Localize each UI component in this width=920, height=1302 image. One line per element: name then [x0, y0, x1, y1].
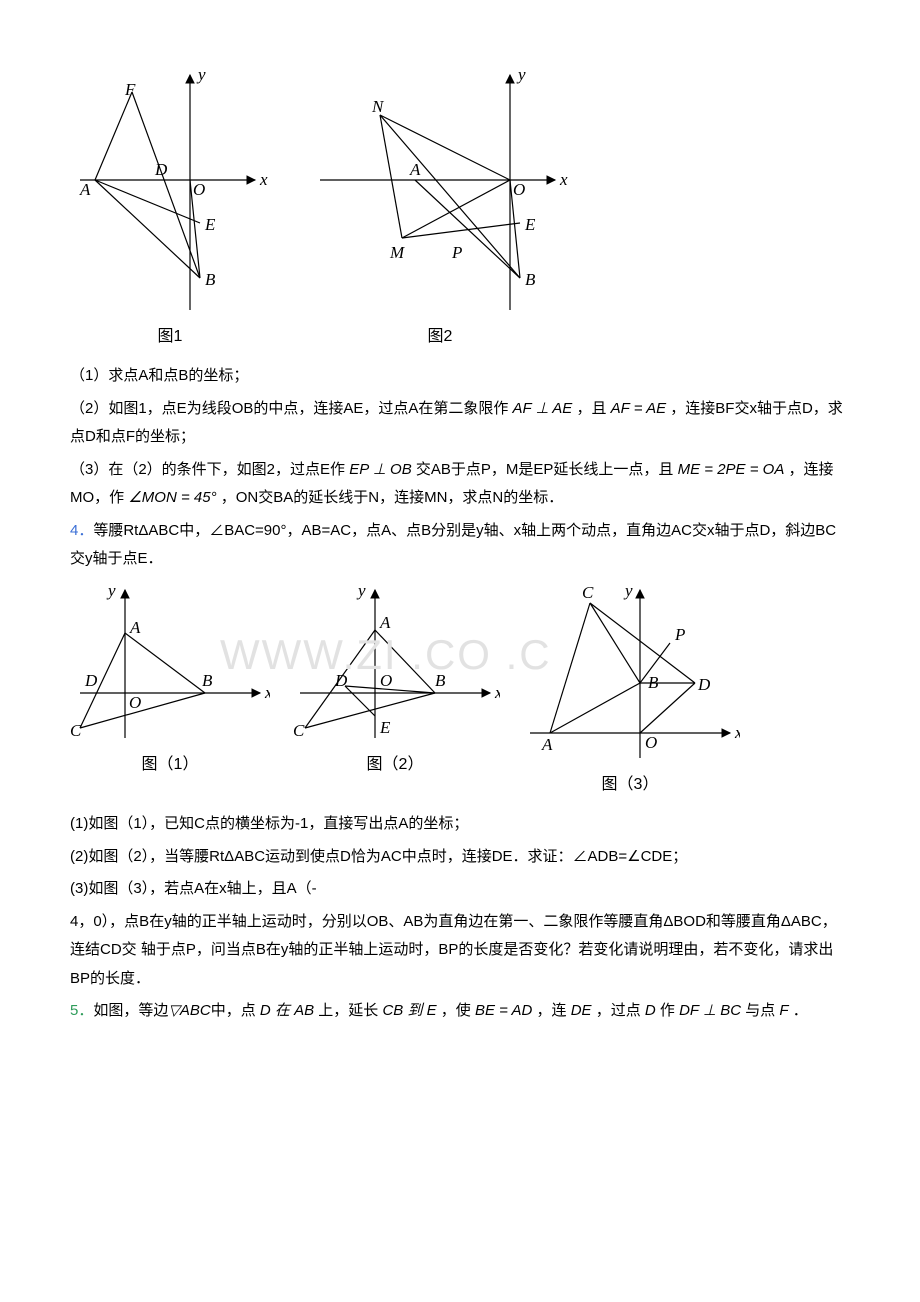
figure-2-label: 图2 — [428, 322, 453, 352]
q5-be-ad: BE = AD — [475, 1002, 532, 1019]
svg-text:M: M — [389, 243, 405, 262]
p3-1: （1）求点A和点B的坐标； — [70, 362, 850, 391]
svg-text:x: x — [559, 170, 568, 189]
svg-text:E: E — [524, 215, 536, 234]
q4-sub1-text: (1)如图（1），已知C点的横坐标为-1，直接写出点A的坐标； — [70, 815, 468, 832]
q5-cb-to-e: CB 到 E — [382, 1002, 436, 1019]
svg-text:y: y — [516, 65, 526, 84]
p3-2-a: （2）如图1，点E为线段OB的中点，连接AE，过点A在第二象限作 — [70, 400, 513, 417]
q4-fig3-block: x y A O B C D P 图（3） — [520, 578, 740, 800]
svg-text:x: x — [734, 723, 740, 742]
q4-fig2-block: x y O A B C D E 图（2） — [290, 578, 500, 800]
q5-df-bc: DF ⊥ BC — [679, 1002, 741, 1019]
q5-e: ，连 — [532, 1002, 570, 1019]
q5-h: 与点 — [741, 1002, 779, 1019]
svg-text:B: B — [205, 270, 216, 289]
svg-text:B: B — [525, 270, 536, 289]
q5-c: 上，延长 — [314, 1002, 382, 1019]
p3-3: （3）在（2）的条件下，如图2，过点E作 EP ⊥ OB 交AB于点P，M是EP… — [70, 456, 850, 513]
svg-text:O: O — [193, 180, 205, 199]
svg-text:y: y — [196, 65, 206, 84]
figure-1-svg: x y A D O F E B — [70, 60, 270, 320]
svg-text:C: C — [293, 721, 305, 740]
q5-ff: F — [779, 1002, 788, 1019]
q4-fig3-svg: x y A O B C D P — [520, 578, 740, 768]
q5-f: ，过点 — [592, 1002, 645, 1019]
svg-text:O: O — [129, 693, 141, 712]
p3-3-m3: ，ON交BA的延长线于N，连接MN，求点N的坐标． — [221, 489, 564, 506]
q4-fig2-svg: x y O A B C D E — [290, 578, 500, 748]
svg-text:D: D — [154, 160, 168, 179]
svg-text:A: A — [79, 180, 91, 199]
svg-text:A: A — [541, 735, 553, 754]
svg-text:O: O — [380, 671, 392, 690]
q4-fig1-svg: x y O A B C D — [70, 578, 270, 748]
p3-2-m1: ，且 — [576, 400, 610, 417]
svg-text:A: A — [379, 613, 391, 632]
q4-sub2: (2)如图（2），当等腰RtΔABC运动到使点D恰为AC中点时，连接DE．求证：… — [70, 843, 850, 872]
q5-i: ． — [789, 1002, 808, 1019]
svg-text:E: E — [204, 215, 216, 234]
q4-sub3a: (3)如图（3），若点A在x轴上，且A（- — [70, 875, 850, 904]
q5-stem: 5．如图，等边▽ABC中，点 D 在 AB 上，延长 CB 到 E ，使 BE … — [70, 997, 850, 1026]
svg-text:C: C — [582, 583, 594, 602]
svg-text:y: y — [356, 581, 366, 600]
svg-text:B: B — [435, 671, 446, 690]
q4-fig1-label: 图（1） — [142, 750, 199, 780]
svg-text:D: D — [84, 671, 98, 690]
q5-d: ，使 — [437, 1002, 475, 1019]
p3-2-f1: AF ⊥ AE — [513, 400, 573, 417]
svg-text:E: E — [379, 718, 391, 737]
p3-3-a: （3）在（2）的条件下，如图2，过点E作 — [70, 461, 349, 478]
figure-2-svg: x y O A B E P M N — [310, 60, 570, 320]
svg-text:y: y — [623, 581, 633, 600]
svg-text:C: C — [70, 721, 82, 740]
q4-stem: 4．等腰RtΔABC中，∠BAC=90°，AB=AC，点A、点B分别是y轴、x轴… — [70, 517, 850, 574]
p3-3-f1: EP ⊥ OB — [349, 461, 412, 478]
svg-text:D: D — [697, 675, 711, 694]
q4-text: 等腰RtΔABC中，∠BAC=90°，AB=AC，点A、点B分别是y轴、x轴上两… — [70, 522, 836, 568]
svg-text:x: x — [494, 683, 500, 702]
q4-figures: x y O A B C D 图（1） x y O A B C D — [70, 578, 850, 800]
q4-sub2-text: (2)如图（2），当等腰RtΔABC运动到使点D恰为AC中点时，连接DE．求证：… — [70, 848, 687, 865]
p3-1-text: （1）求点A和点B的坐标； — [70, 367, 248, 384]
q5-a: 如图，等边 — [93, 1002, 168, 1019]
q4-sub3b: 4，0），点B在y轴的正半轴上运动时，分别以OB、AB为直角边在第一、二象限作等… — [70, 908, 850, 994]
svg-text:y: y — [106, 581, 116, 600]
p3-3-f3: ∠MON = 45° — [128, 489, 216, 506]
q4-sub1: (1)如图（1），已知C点的横坐标为-1，直接写出点A的坐标； — [70, 810, 850, 839]
q5-number: 5． — [70, 1002, 93, 1019]
q5-g: 作 — [656, 1002, 679, 1019]
svg-text:x: x — [259, 170, 268, 189]
q5-de: DE — [571, 1002, 592, 1019]
q5-ddo: D — [645, 1002, 656, 1019]
q4-fig2-label: 图（2） — [367, 750, 424, 780]
svg-text:O: O — [645, 733, 657, 752]
q4-fig1-block: x y O A B C D 图（1） — [70, 578, 270, 800]
svg-text:O: O — [513, 180, 525, 199]
p3-2-f2: AF = AE — [611, 400, 666, 417]
svg-text:B: B — [202, 671, 213, 690]
q4-number: 4． — [70, 522, 93, 539]
q5-b: 中，点 — [211, 1002, 260, 1019]
q5-tri: ▽ABC — [168, 1002, 210, 1019]
p3-3-f2: ME = 2PE = OA — [678, 461, 785, 478]
svg-text:A: A — [129, 618, 141, 637]
figure-2-block: x y O A B E P M N 图2 — [310, 60, 570, 352]
svg-text:x: x — [264, 683, 270, 702]
p3-2: （2）如图1，点E为线段OB的中点，连接AE，过点A在第二象限作 AF ⊥ AE… — [70, 395, 850, 452]
p3-3-m1: 交AB于点P，M是EP延长线上一点，且 — [416, 461, 678, 478]
problem3-figures: x y A D O F E B 图1 x y — [70, 60, 850, 352]
figure-1-block: x y A D O F E B 图1 — [70, 60, 270, 352]
svg-text:N: N — [371, 97, 385, 116]
figure-1-label: 图1 — [158, 322, 183, 352]
q5-d-in-ab: D 在 AB — [260, 1002, 314, 1019]
svg-text:P: P — [451, 243, 462, 262]
svg-text:A: A — [409, 160, 421, 179]
q4-fig3-label: 图（3） — [602, 770, 659, 800]
q4-sub3a-text: (3)如图（3），若点A在x轴上，且A（- — [70, 880, 317, 897]
svg-text:P: P — [674, 625, 685, 644]
q4-sub3b-text: 4，0），点B在y轴的正半轴上运动时，分别以OB、AB为直角边在第一、二象限作等… — [70, 913, 837, 987]
